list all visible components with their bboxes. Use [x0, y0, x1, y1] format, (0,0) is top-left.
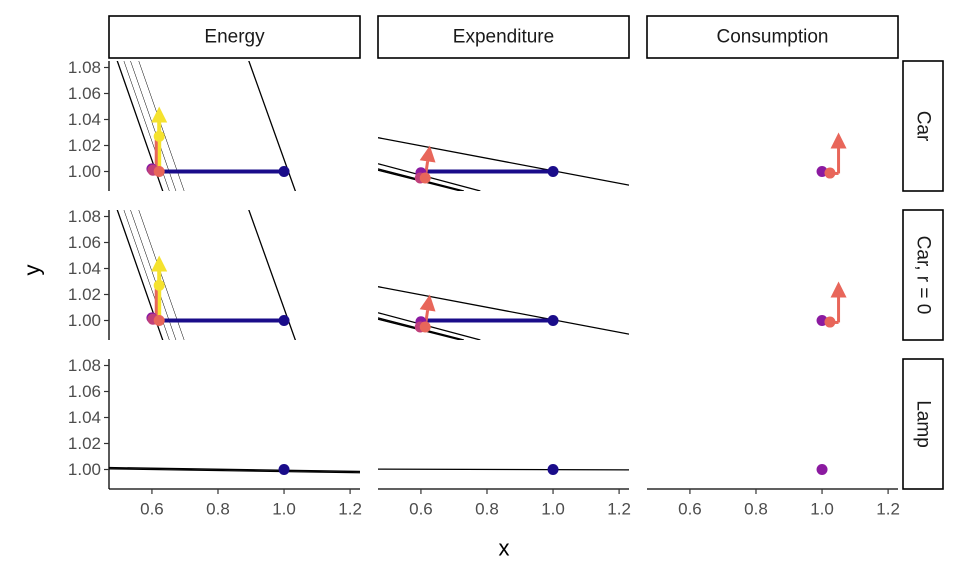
y-tick-label: 1.00: [68, 162, 101, 181]
x-tick-label: 0.8: [744, 500, 768, 519]
panel-car-consumption: [816, 132, 847, 179]
data-point-navy: [547, 166, 559, 177]
column-strips: Energy Expenditure Consumption: [108, 15, 899, 59]
y-tick-label: 1.00: [68, 460, 101, 479]
data-point-navy: [547, 464, 559, 475]
strip-label-energy: Energy: [204, 27, 265, 48]
panels: [109, 61, 847, 475]
y-tick-label: 1.02: [68, 434, 101, 453]
y-tick-label: 1.06: [68, 84, 101, 103]
budget-line: [130, 210, 177, 340]
x-tick-label: 0.8: [475, 500, 499, 519]
x-tick-label: 1.2: [607, 500, 631, 519]
budget-line: [378, 286, 629, 335]
x-tick-label: 0.6: [140, 500, 164, 519]
panel-car-r-0-energy: [116, 210, 297, 340]
budget-line: [109, 466, 360, 473]
row-strips: Car Car, r = 0 Lamp: [902, 60, 944, 490]
y-tick-label: 1.04: [68, 259, 101, 278]
budget-line: [378, 468, 629, 471]
panel-car-r-0-expenditure: [378, 286, 629, 340]
arrow-head-salmon: [830, 132, 847, 149]
budget-line: [109, 467, 360, 473]
strip-label-lamp: Lamp: [913, 400, 934, 448]
x-tick-label: 1.0: [272, 500, 296, 519]
panel-lamp-energy: [109, 464, 360, 475]
arrow-head-yellow: [151, 255, 168, 272]
data-point-salmon: [419, 321, 431, 333]
y-tick-label: 1.08: [68, 58, 101, 77]
x-axes: 0.6 0.8 1.0 1.2 0.6 0.8 1.0 1.2 0.6 0.8 1.0 1.2: [109, 488, 900, 519]
strip-column-expenditure: Expenditure: [377, 15, 630, 59]
strip-row-car: Car: [902, 60, 944, 192]
y-tick-label: 1.08: [68, 356, 101, 375]
y-tick-label: 1.08: [68, 207, 101, 226]
budget-line: [130, 61, 177, 191]
arrow-head-yellow: [151, 106, 168, 123]
y-tick-label: 1.00: [68, 311, 101, 330]
data-point-salmon: [419, 172, 431, 184]
x-tick-label: 0.6: [678, 500, 702, 519]
strip-label-car-r0: Car, r = 0: [913, 236, 934, 315]
x-tick-label: 0.8: [206, 500, 230, 519]
data-point-salmon: [824, 167, 836, 179]
data-point-navy: [278, 315, 290, 326]
strip-label-expenditure: Expenditure: [453, 27, 554, 48]
panel-lamp-consumption: [816, 464, 828, 475]
x-tick-label: 1.2: [876, 500, 900, 519]
data-point-navy: [547, 315, 559, 326]
strip-column-energy: Energy: [108, 15, 361, 59]
x-tick-label: 1.0: [541, 500, 565, 519]
y-tick-label: 1.06: [68, 382, 101, 401]
y-axes: 1.00 1.02 1.04 1.06 1.08 1.00 1.02 1.04 1.06 1.08…: [68, 58, 110, 489]
panel-car-r-0-consumption: [816, 281, 847, 328]
budget-line: [378, 137, 629, 186]
arrow-head-salmon: [419, 294, 436, 312]
x-tick-label: 0.6: [409, 500, 433, 519]
data-point-navy: [278, 464, 290, 475]
data-point-yellow: [153, 130, 165, 142]
arrow-head-salmon: [830, 281, 847, 298]
arrow-head-salmon: [419, 145, 436, 163]
y-axis-title: y: [20, 265, 45, 276]
data-point-yellow: [153, 279, 165, 291]
strip-label-consumption: Consumption: [717, 27, 829, 48]
y-tick-label: 1.04: [68, 110, 101, 129]
y-tick-label: 1.02: [68, 285, 101, 304]
panel-car-energy: [116, 61, 297, 191]
data-point-salmon: [153, 315, 165, 326]
data-point-purple: [816, 464, 828, 475]
strip-label-car: Car: [913, 111, 934, 142]
strip-row-car-r0: Car, r = 0: [902, 209, 944, 341]
x-tick-label: 1.0: [810, 500, 834, 519]
x-tick-label: 1.2: [338, 500, 362, 519]
budget-line: [109, 468, 360, 474]
data-point-navy: [278, 166, 290, 177]
y-tick-label: 1.06: [68, 233, 101, 252]
strip-row-lamp: Lamp: [902, 358, 944, 490]
x-axis-title: x: [499, 536, 510, 561]
data-point-salmon: [824, 316, 836, 328]
panel-lamp-expenditure: [378, 464, 629, 475]
strip-column-consumption: Consumption: [646, 15, 899, 59]
y-tick-label: 1.02: [68, 136, 101, 155]
data-point-salmon: [153, 166, 165, 177]
y-tick-label: 1.04: [68, 408, 101, 427]
panel-car-expenditure: [378, 137, 629, 191]
